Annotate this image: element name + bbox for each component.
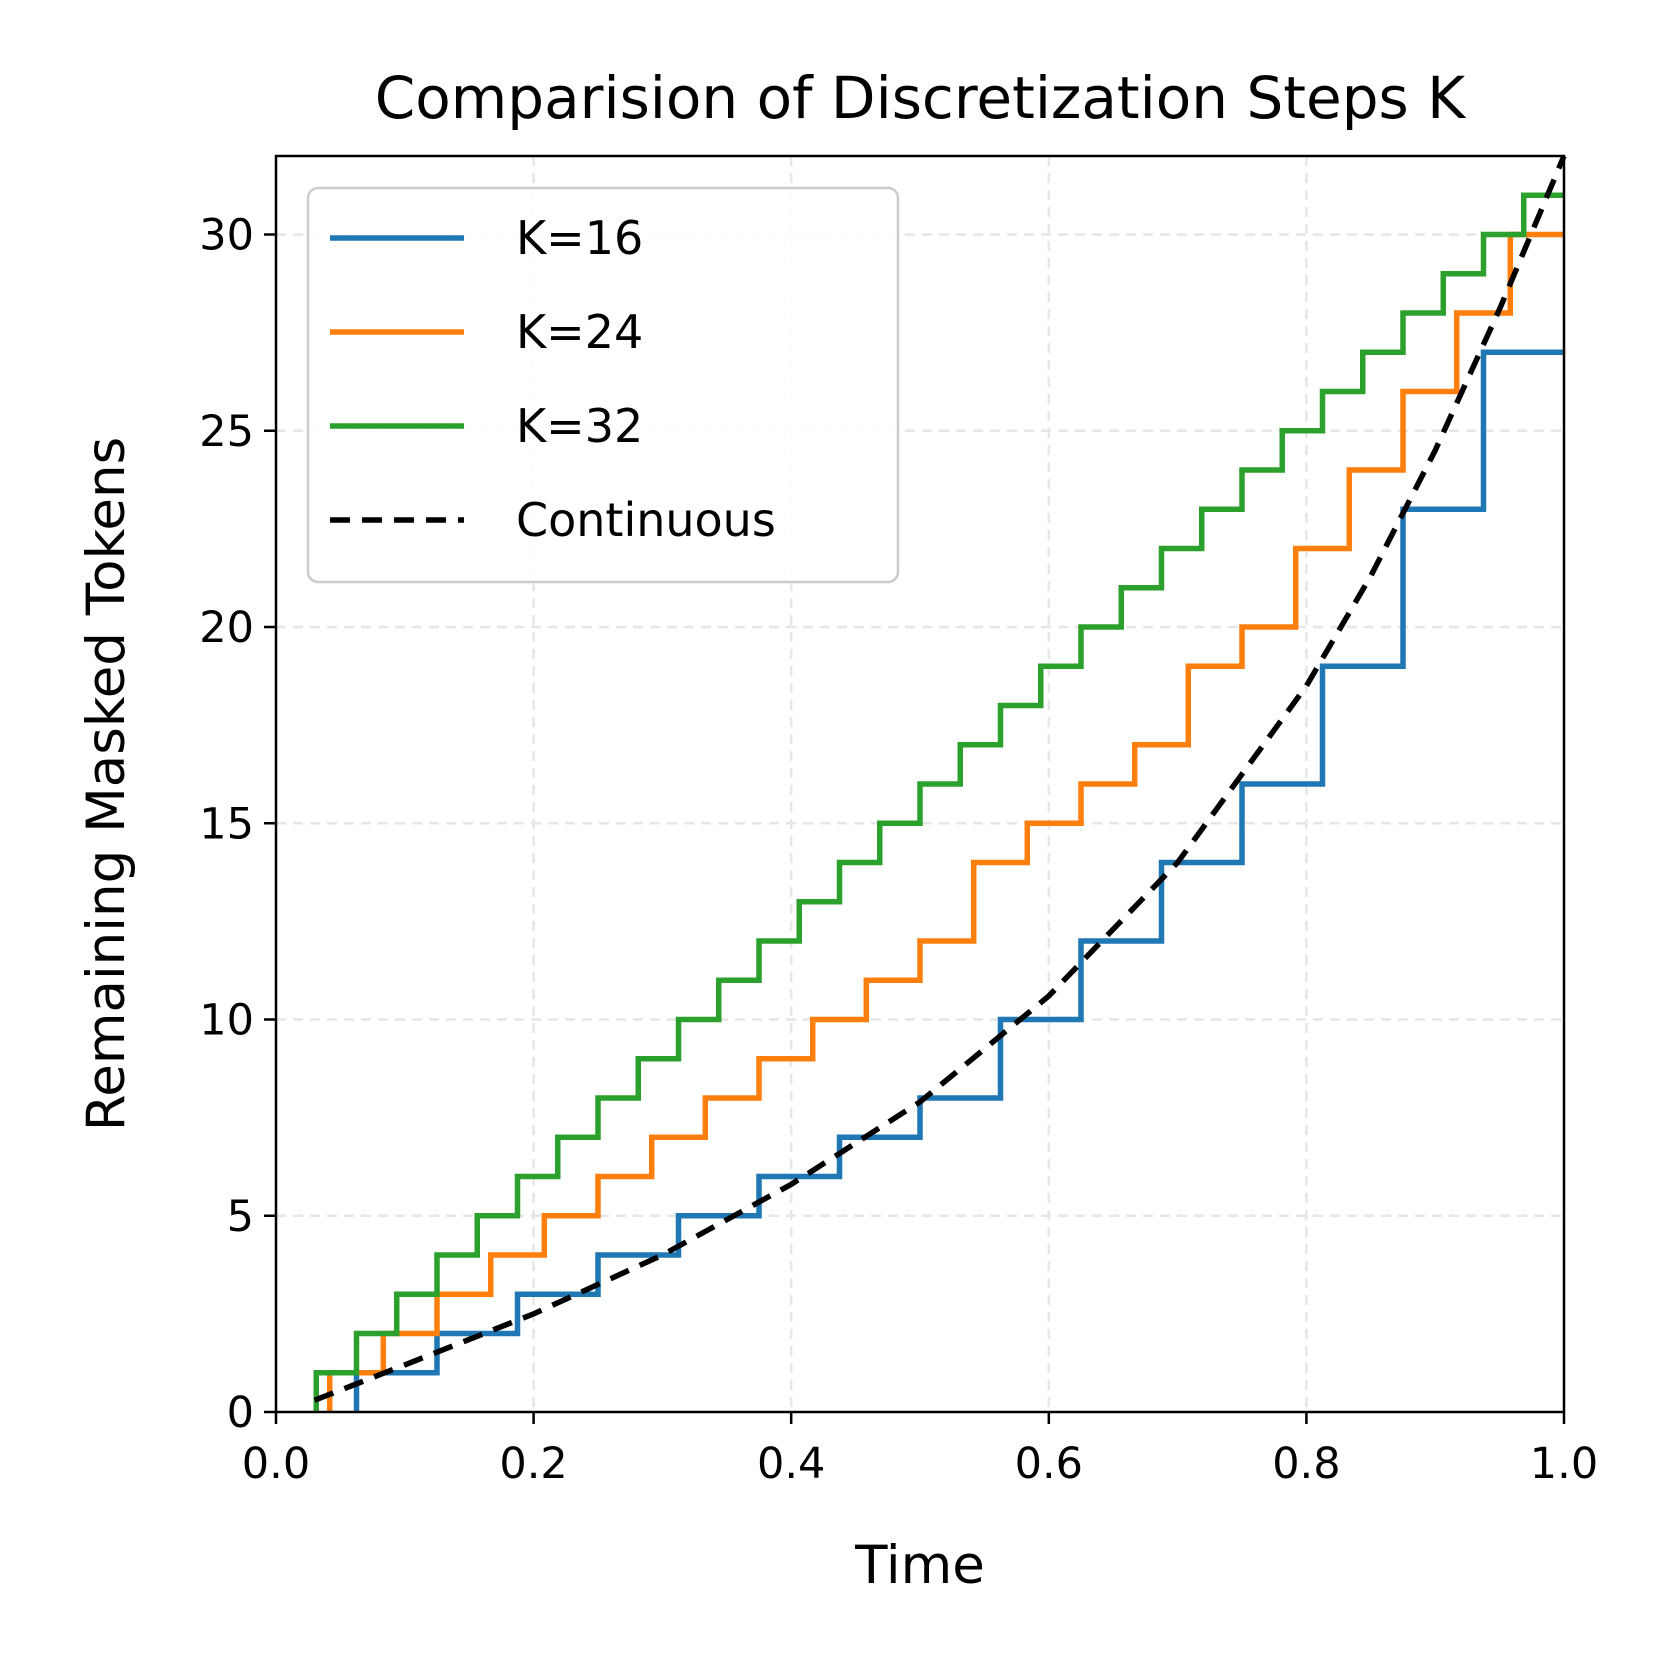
x-tick-label: 0.6 — [1015, 1439, 1083, 1489]
legend-label: Continuous — [516, 493, 776, 547]
y-tick-label: 20 — [199, 603, 254, 653]
y-axis-label: Remaining Masked Tokens — [76, 437, 137, 1131]
x-axis-label: Time — [854, 1535, 985, 1596]
legend-label: K=16 — [516, 211, 643, 265]
plot-frame — [274, 154, 1566, 1414]
x-tick-label: 1.0 — [1530, 1439, 1598, 1489]
series-line-k-24 — [326, 231, 1564, 1412]
y-tick-label: 30 — [199, 211, 254, 261]
series-line-k-32 — [313, 192, 1564, 1412]
legend-box — [306, 186, 900, 584]
y-tick-label: 0 — [227, 1388, 254, 1438]
legend-label: K=24 — [516, 305, 643, 359]
y-tick-label: 15 — [199, 799, 254, 849]
legend-label: K=32 — [516, 399, 643, 453]
y-tick-label: 5 — [227, 1192, 254, 1242]
x-tick-label: 0.0 — [242, 1439, 310, 1489]
y-tick-label: 25 — [199, 407, 254, 457]
tick-layer: 0.0 0.2 0.4 0.6 0.8 1.0 0 5 10 15 20 25 30 — [199, 211, 1598, 1490]
x-tick-label: 0.4 — [757, 1439, 825, 1489]
legend: K=16 K=24 K=32 Continuous — [306, 186, 900, 584]
series-line-k-16 — [353, 349, 1564, 1412]
x-tick-label: 0.2 — [499, 1439, 567, 1489]
y-tick-label: 10 — [199, 996, 254, 1046]
chart-title: Comparision of Discretization Steps K — [375, 64, 1467, 132]
series-layer — [313, 154, 1567, 1412]
series-line-continuous — [313, 154, 1567, 1403]
x-tick-label: 0.8 — [1272, 1439, 1340, 1489]
